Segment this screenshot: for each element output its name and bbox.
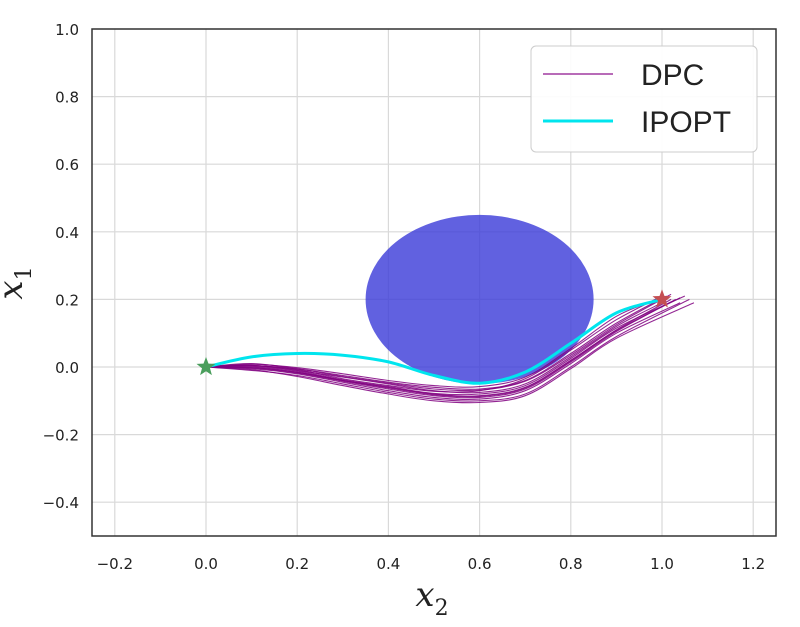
- legend-label-ipopt: IPOPT: [641, 106, 731, 139]
- y-axis-label: x1: [0, 266, 37, 299]
- marker-layer: [196, 289, 672, 376]
- obstacle-circle: [365, 214, 594, 384]
- y-tick-label: 1.0: [55, 21, 79, 39]
- legend-label-dpc: DPC: [641, 59, 704, 92]
- dpc-trajectory: [205, 295, 686, 396]
- x-tick-label: 1.0: [650, 555, 674, 573]
- x-axis-label: x2: [415, 575, 448, 621]
- dpc-trajectory: [205, 293, 672, 392]
- x-tick-label: 1.2: [741, 555, 765, 573]
- dpc-trajectory: [205, 298, 658, 388]
- dpc-trajectory: [205, 297, 681, 398]
- x-tick-label: −0.2: [97, 555, 133, 573]
- y-tick-label: −0.2: [43, 427, 79, 445]
- x-tick-label: 0.0: [194, 555, 218, 573]
- plot-frame: [91, 28, 777, 537]
- y-tick-label: 0.6: [55, 156, 79, 174]
- x-tick-label: 0.8: [559, 555, 583, 573]
- y-tick-label: 0.8: [55, 89, 79, 107]
- x-tick-label: 0.6: [468, 555, 492, 573]
- legend-box: [530, 45, 758, 153]
- y-tick-label: 0.2: [55, 291, 79, 309]
- start-star-icon: [196, 357, 216, 376]
- obstacle-layer: [365, 214, 594, 384]
- ipopt-trajectory: [205, 297, 663, 385]
- y-tick-label: 0.4: [55, 224, 79, 242]
- series-layer: [205, 293, 695, 404]
- dpc-trajectory: [205, 302, 663, 394]
- dpc-trajectory: [205, 302, 695, 404]
- legend: DPC IPOPT: [530, 45, 758, 153]
- dpc-trajectory: [205, 302, 681, 401]
- goal-star-icon: [652, 289, 672, 308]
- tick-labels: −0.2 0.0 0.2 0.4 0.6 0.8 1.0 1.2 −0.4 −0.2 0.0 0.2 0…: [43, 21, 766, 573]
- dpc-trajectory: [205, 298, 676, 399]
- dpc-trajectory: [205, 298, 690, 402]
- x-tick-label: 0.4: [376, 555, 400, 573]
- y-tick-label: 0.0: [55, 359, 79, 377]
- y-tick-label: −0.4: [43, 494, 79, 512]
- x-tick-label: 0.2: [285, 555, 309, 573]
